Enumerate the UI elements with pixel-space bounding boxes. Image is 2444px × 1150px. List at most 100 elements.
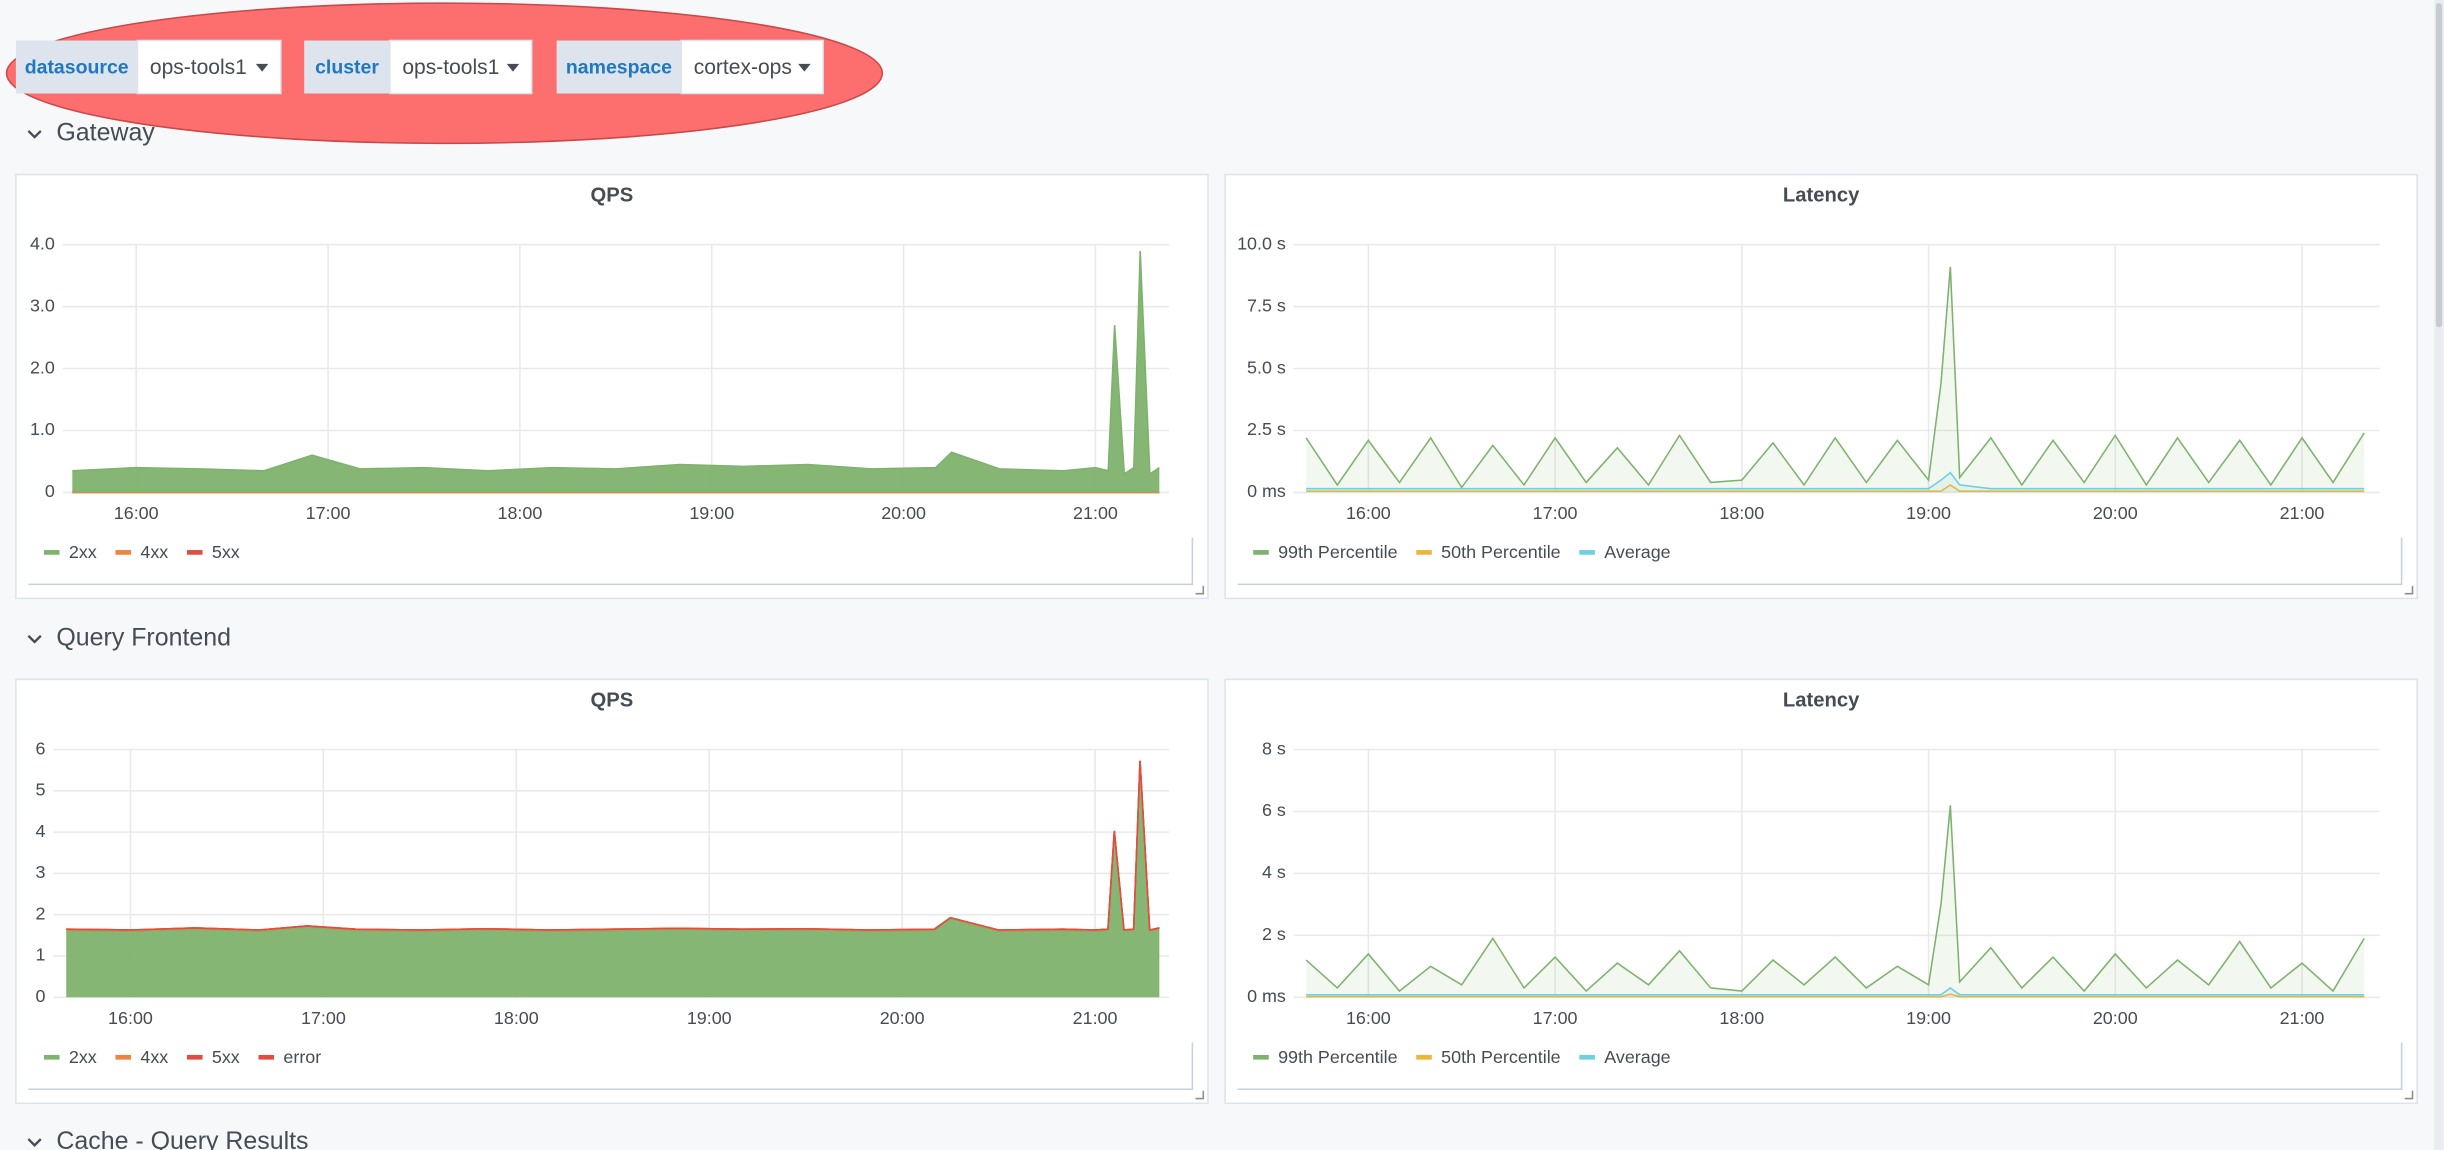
- x-tick-label: 20:00: [2093, 1008, 2138, 1028]
- x-tick-label: 17:00: [301, 1008, 346, 1028]
- resize-handle[interactable]: [2404, 585, 2414, 595]
- x-tick-label: 18:00: [1719, 1008, 1764, 1028]
- x-tick-label: 18:00: [494, 1008, 539, 1028]
- y-tick-label: 3: [36, 862, 46, 882]
- legend-label[interactable]: 2xx: [69, 1047, 97, 1067]
- series-line: [66, 760, 1160, 931]
- dropdown-caret[interactable]: [506, 63, 520, 72]
- row-title[interactable]: Query Frontend: [56, 623, 231, 651]
- panel-title[interactable]: Latency: [1783, 185, 1860, 207]
- x-tick-label: 16:00: [108, 1008, 153, 1028]
- row-title[interactable]: Gateway: [56, 119, 155, 147]
- resize-handle[interactable]: [1195, 1090, 1205, 1100]
- y-tick-label: 2.5 s: [1247, 419, 1286, 439]
- series-line: [1306, 483, 2365, 492]
- x-tick-label: 21:00: [1073, 1008, 1118, 1028]
- y-tick-label: 5: [36, 780, 46, 800]
- series-area: [1306, 472, 2365, 493]
- series-line: [1305, 266, 2365, 489]
- variable-value-box[interactable]: [680, 39, 824, 95]
- panel: QPS 16:00 17:00 18:00 19:00 20:00 21:00 0 1.0 2.0…: [15, 173, 1209, 600]
- y-tick-label: 1: [36, 945, 46, 965]
- legend-swatch[interactable]: [115, 550, 132, 555]
- y-tick-label: 2 s: [1262, 924, 1286, 944]
- legend-swatch[interactable]: [115, 1054, 132, 1060]
- variable-label-box: [15, 40, 138, 94]
- legend-label[interactable]: error: [283, 1047, 321, 1067]
- x-tick-label: 19:00: [1906, 1008, 1951, 1028]
- legend-swatch[interactable]: [43, 550, 60, 555]
- row-title[interactable]: Cache - Query Results: [56, 1127, 308, 1150]
- legend-swatch[interactable]: [1416, 550, 1432, 555]
- y-tick-label: 2.0: [30, 357, 55, 377]
- legend-swatch[interactable]: [1253, 1054, 1269, 1060]
- legend-swatch[interactable]: [43, 1054, 60, 1060]
- series-area: [66, 761, 1160, 998]
- variable-picker[interactable]: datasource ops-tools1: [15, 39, 282, 95]
- series-line: [1306, 993, 2365, 998]
- y-tick-label: 1.0: [30, 419, 55, 439]
- legend-swatch[interactable]: [186, 550, 203, 555]
- dropdown-caret[interactable]: [798, 63, 811, 72]
- legend-label[interactable]: 99th Percentile: [1278, 542, 1397, 562]
- legend-swatch[interactable]: [1253, 550, 1269, 555]
- series-line: [72, 250, 1160, 476]
- legend-label[interactable]: 50th Percentile: [1441, 1047, 1560, 1067]
- legend-label[interactable]: 2xx: [69, 542, 97, 562]
- variable-label-box: [556, 40, 682, 94]
- legend-label[interactable]: 4xx: [140, 1047, 168, 1067]
- legend-label[interactable]: Average: [1604, 542, 1670, 562]
- y-tick-label: 4.0: [30, 233, 55, 253]
- panel: QPS 16:00 17:00 18:00 19:00 20:00 21:00 0 1 2 3 4 5 6…: [15, 678, 1209, 1105]
- scrollbar-track: [2434, 0, 2444, 1150]
- y-tick-label: 7.5 s: [1247, 295, 1286, 315]
- resize-handle[interactable]: [2404, 1090, 2414, 1100]
- resize-handle[interactable]: [1195, 585, 1205, 595]
- dropdown-caret[interactable]: [255, 63, 269, 72]
- x-tick-label: 20:00: [881, 503, 926, 523]
- panel-title[interactable]: Latency: [1783, 690, 1860, 712]
- y-tick-label: 0 ms: [1247, 481, 1286, 501]
- legend-label[interactable]: 4xx: [140, 542, 168, 562]
- variable-picker[interactable]: namespace cortex-ops: [556, 39, 824, 95]
- legend-swatch[interactable]: [1579, 1054, 1595, 1060]
- y-tick-label: 0: [45, 481, 55, 501]
- legend-label[interactable]: Average: [1604, 1047, 1670, 1067]
- legend-swatch[interactable]: [186, 1054, 203, 1060]
- panel-frame: [15, 173, 1209, 600]
- panel: Latency 16:00 17:00 18:00 19:00 20:00 21:00 0 m…: [1224, 173, 2418, 600]
- x-tick-label: 21:00: [1073, 503, 1118, 523]
- panel-title[interactable]: QPS: [591, 185, 634, 207]
- legend-swatch[interactable]: [258, 1054, 275, 1060]
- panel-title[interactable]: QPS: [591, 690, 634, 712]
- variable-value[interactable]: ops-tools1: [150, 56, 247, 79]
- x-tick-label: 20:00: [880, 1008, 925, 1028]
- variable-value[interactable]: ops-tools1: [402, 56, 499, 79]
- row-chevron[interactable]: [27, 130, 42, 139]
- x-tick-label: 19:00: [689, 503, 734, 523]
- variable-value[interactable]: cortex-ops: [694, 56, 792, 79]
- row-chevron[interactable]: [27, 1138, 42, 1147]
- x-tick-label: 20:00: [2093, 503, 2138, 523]
- series-line: [1306, 471, 2365, 490]
- x-tick-label: 17:00: [1533, 1008, 1578, 1028]
- legend-swatch[interactable]: [1416, 1054, 1432, 1060]
- variable-value-box[interactable]: [136, 39, 282, 95]
- x-tick-label: 21:00: [2280, 503, 2325, 523]
- variable-picker[interactable]: cluster ops-tools1: [304, 39, 533, 95]
- legend-label[interactable]: 5xx: [212, 542, 240, 562]
- legend-label[interactable]: 5xx: [212, 1047, 240, 1067]
- scrollbar-thumb[interactable]: [2435, 3, 2443, 328]
- x-tick-label: 17:00: [306, 503, 351, 523]
- series-line: [1305, 805, 2365, 993]
- legend-frame: [28, 537, 1194, 586]
- variable-value-box[interactable]: [389, 39, 533, 95]
- x-tick-label: 16:00: [1346, 503, 1391, 523]
- legend-frame: [28, 1042, 1194, 1091]
- legend-label[interactable]: 50th Percentile: [1441, 542, 1560, 562]
- legend-swatch[interactable]: [1579, 550, 1595, 555]
- legend-label[interactable]: 99th Percentile: [1278, 1047, 1397, 1067]
- row-chevron[interactable]: [27, 634, 42, 644]
